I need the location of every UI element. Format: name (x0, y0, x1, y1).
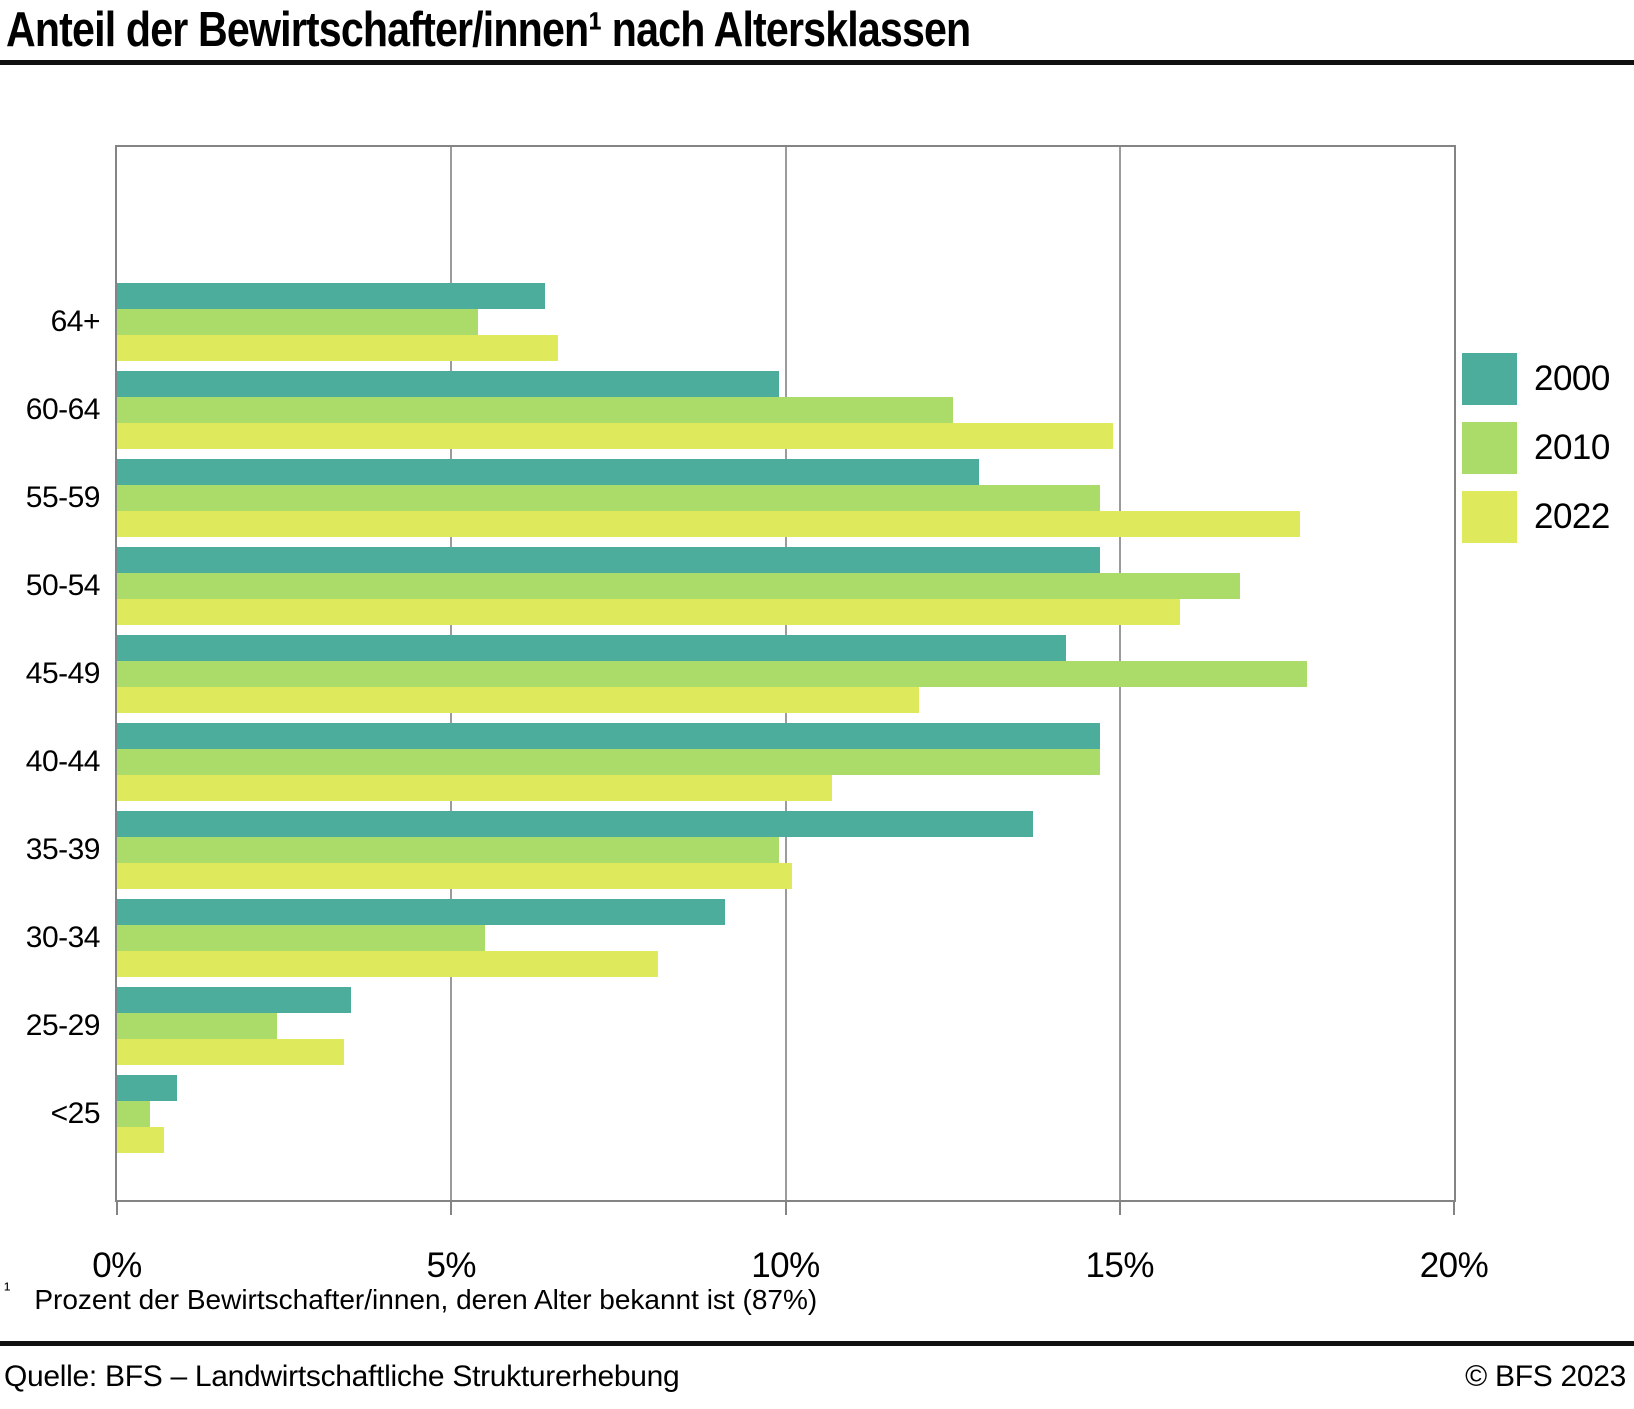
bar-2010-64+ (117, 309, 478, 335)
legend-swatch-2022 (1462, 491, 1517, 543)
bar-2000-45-49 (117, 635, 1067, 661)
bar-2010-45-49 (117, 661, 1307, 687)
bar-2022-45-49 (117, 687, 920, 713)
bar-2022-64+ (117, 335, 559, 361)
footnote-text: Prozent der Bewirtschafter/innen, deren … (34, 1284, 818, 1315)
bar-2010-55-59 (117, 485, 1100, 511)
footnote: ¹ Prozent der Bewirtschafter/innen, deren… (4, 1280, 817, 1316)
x-tick-15% (1118, 1202, 1121, 1215)
footer-divider-line (0, 1341, 1634, 1346)
bar-2022-<25 (117, 1127, 164, 1153)
bar-2000-55-59 (117, 459, 980, 485)
bar-2022-40-44 (117, 775, 833, 801)
y-axis-label-60-64: 60-64 (25, 393, 101, 426)
y-axis-label-30-34: 30-34 (25, 921, 101, 954)
legend-swatch-2010 (1462, 422, 1517, 474)
bar-2000-<25 (117, 1075, 178, 1101)
x-axis-label-10%: 10% (751, 1246, 820, 1285)
x-axis-label-20%: 20% (1419, 1246, 1489, 1285)
legend-item-2022: 2022 (1462, 491, 1610, 543)
bar-2010-25-29 (117, 1013, 278, 1039)
bar-2022-35-39 (117, 863, 793, 889)
bar-2010-30-34 (117, 925, 485, 951)
y-axis-label-50-54: 50-54 (25, 569, 101, 602)
legend: 2000 2010 2022 (1462, 353, 1610, 560)
legend-item-2010: 2010 (1462, 422, 1610, 474)
x-tick-5% (450, 1202, 453, 1215)
y-axis-label-<25: <25 (50, 1097, 101, 1130)
y-axis-label-55-59: 55-59 (25, 481, 101, 514)
bar-2022-60-64 (117, 423, 1114, 449)
legend-label-2022: 2022 (1534, 497, 1610, 536)
bar-2010-50-54 (117, 573, 1241, 599)
y-axis-label-25-29: 25-29 (25, 1009, 101, 1042)
bar-2000-64+ (117, 283, 545, 309)
bar-2010-35-39 (117, 837, 779, 863)
legend-swatch-2000 (1462, 353, 1517, 405)
bar-2010-<25 (117, 1101, 151, 1127)
bar-2022-55-59 (117, 511, 1301, 537)
legend-label-2010: 2010 (1534, 428, 1610, 467)
x-tick-10% (784, 1202, 787, 1215)
x-axis-label-15%: 15% (1085, 1246, 1155, 1285)
y-axis-label-64+: 64+ (50, 305, 101, 338)
copyright-text: © BFS 2023 (1465, 1360, 1626, 1393)
bar-2022-50-54 (117, 599, 1180, 625)
y-axis-label-40-44: 40-44 (25, 745, 101, 778)
bar-2000-60-64 (117, 371, 779, 397)
bar-2010-40-44 (117, 749, 1100, 775)
bar-2000-40-44 (117, 723, 1100, 749)
chart-title: Anteil der Bewirtschafter/innen¹ nach Al… (6, 3, 971, 57)
x-axis-label-0%: 0% (92, 1246, 142, 1285)
plot-area (115, 145, 1456, 1202)
x-tick-0% (116, 1202, 118, 1215)
bar-2000-35-39 (117, 811, 1033, 837)
bar-2022-25-29 (117, 1039, 345, 1065)
legend-item-2000: 2000 (1462, 353, 1610, 405)
bar-2010-60-64 (117, 397, 953, 423)
source-text: Quelle: BFS – Landwirtschaftliche Strukt… (4, 1360, 680, 1393)
y-axis-label-35-39: 35-39 (25, 833, 101, 866)
bar-2000-30-34 (117, 899, 726, 925)
legend-label-2000: 2000 (1534, 359, 1610, 398)
bar-2022-30-34 (117, 951, 659, 977)
x-tick-20% (1453, 1202, 1455, 1215)
bar-2000-50-54 (117, 547, 1100, 573)
title-divider-line (0, 60, 1634, 65)
bar-2000-25-29 (117, 987, 351, 1013)
footnote-marker: ¹ (4, 1280, 11, 1301)
x-axis-label-5%: 5% (426, 1246, 477, 1285)
y-axis-label-45-49: 45-49 (25, 657, 101, 690)
